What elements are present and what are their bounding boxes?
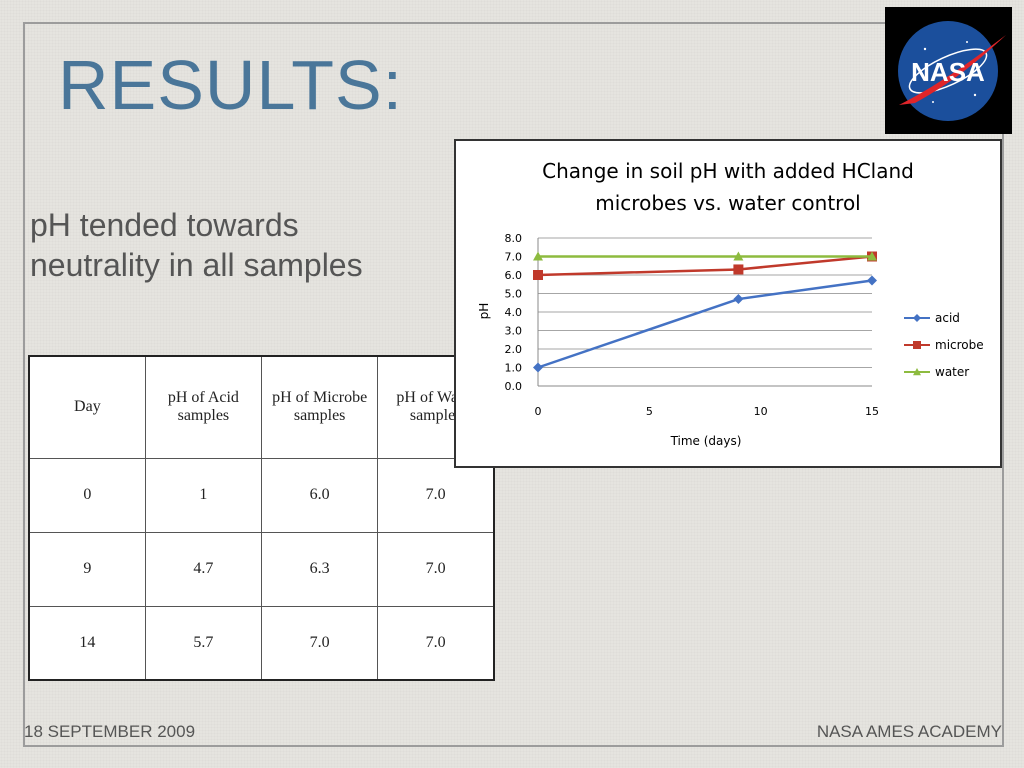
y-tick-label-8: 8.0 xyxy=(505,232,523,245)
data-point-microbe-0 xyxy=(533,270,543,280)
table-cell: 6.0 xyxy=(260,457,379,533)
y-tick-label-3: 3.0 xyxy=(505,325,523,338)
header-acid: pH of Acid samples xyxy=(144,355,263,459)
x-tick-label-0: 0 xyxy=(535,405,542,418)
ph-line-chart: Change in soil pH with added HCland micr… xyxy=(477,159,984,448)
x-tick-label-3: 15 xyxy=(865,405,879,418)
ph-chart: Change in soil pH with added HCland micr… xyxy=(454,139,1002,468)
slide-title: RESULTS: xyxy=(58,46,404,124)
summary-line-1: pH tended towards xyxy=(30,207,299,243)
table-row: 0 1 6.0 7.0 xyxy=(28,457,495,533)
y-tick-label-4: 4.0 xyxy=(505,306,523,319)
x-tick-label-1: 5 xyxy=(646,405,653,418)
y-tick-label-0: 0.0 xyxy=(505,380,523,393)
legend-label-microbe: microbe xyxy=(935,338,984,352)
table-cell: 0 xyxy=(28,457,146,533)
table-cell: 9 xyxy=(28,531,146,607)
table-cell: 7.0 xyxy=(260,605,379,681)
table-cell: 14 xyxy=(28,605,146,681)
table-header-row: Day pH of Acid samples pH of Microbe sam… xyxy=(28,355,495,459)
legend-marker-microbe xyxy=(913,341,921,349)
chart-title-line-2: microbes vs. water control xyxy=(595,191,860,215)
chart-title-line-1: Change in soil pH with added HCland xyxy=(542,159,914,183)
legend-marker-acid xyxy=(913,314,921,322)
table-cell: 7.0 xyxy=(377,457,495,533)
data-point-water-1 xyxy=(733,251,744,261)
y-tick-label-2: 2.0 xyxy=(505,343,523,356)
data-point-microbe-1 xyxy=(733,264,744,275)
y-tick-label-6: 6.0 xyxy=(505,269,523,282)
y-axis-label: pH xyxy=(477,303,491,320)
y-tick-label-1: 1.0 xyxy=(505,362,523,375)
logo-wordmark: NASA xyxy=(911,57,985,87)
ph-results-table: Day pH of Acid samples pH of Microbe sam… xyxy=(28,355,495,681)
data-point-water-0 xyxy=(533,251,543,261)
nasa-logo-icon: NASA xyxy=(898,21,1006,121)
data-point-acid-0 xyxy=(533,362,543,373)
table-cell: 6.3 xyxy=(260,531,379,607)
series-line-microbe xyxy=(537,255,873,277)
x-tick-label-2: 10 xyxy=(754,405,768,418)
table-row: 14 5.7 7.0 7.0 xyxy=(28,605,495,681)
nasa-logo: NASA xyxy=(885,7,1012,134)
data-point-acid-1 xyxy=(733,294,744,305)
table-cell: 4.7 xyxy=(144,531,263,607)
x-axis-label: Time (days) xyxy=(670,434,742,448)
summary-line-2: neutrality in all samples xyxy=(30,247,363,283)
table-cell: 5.7 xyxy=(144,605,263,681)
y-tick-label-5: 5.0 xyxy=(505,288,523,301)
data-point-water-2 xyxy=(867,251,877,261)
footer-date: 18 SEPTEMBER 2009 xyxy=(24,722,196,741)
table-cell: 1 xyxy=(144,457,263,533)
y-tick-label-7: 7.0 xyxy=(505,251,523,264)
table-row: 9 4.7 6.3 7.0 xyxy=(28,531,495,607)
footer-organization: NASA AMES ACADEMY xyxy=(816,722,1002,741)
table-cell: 7.0 xyxy=(377,605,495,681)
table-cell: 7.0 xyxy=(377,531,495,607)
legend-marker-water xyxy=(913,368,921,376)
data-point-acid-2 xyxy=(867,275,877,286)
header-microbe: pH of Microbe samples xyxy=(260,355,379,459)
legend-label-acid: acid xyxy=(935,311,960,325)
slide-frame xyxy=(23,22,1004,747)
results-summary: pH tended towards neutrality in all samp… xyxy=(30,205,450,285)
header-day: Day xyxy=(28,355,146,459)
legend-label-water: water xyxy=(935,365,969,379)
